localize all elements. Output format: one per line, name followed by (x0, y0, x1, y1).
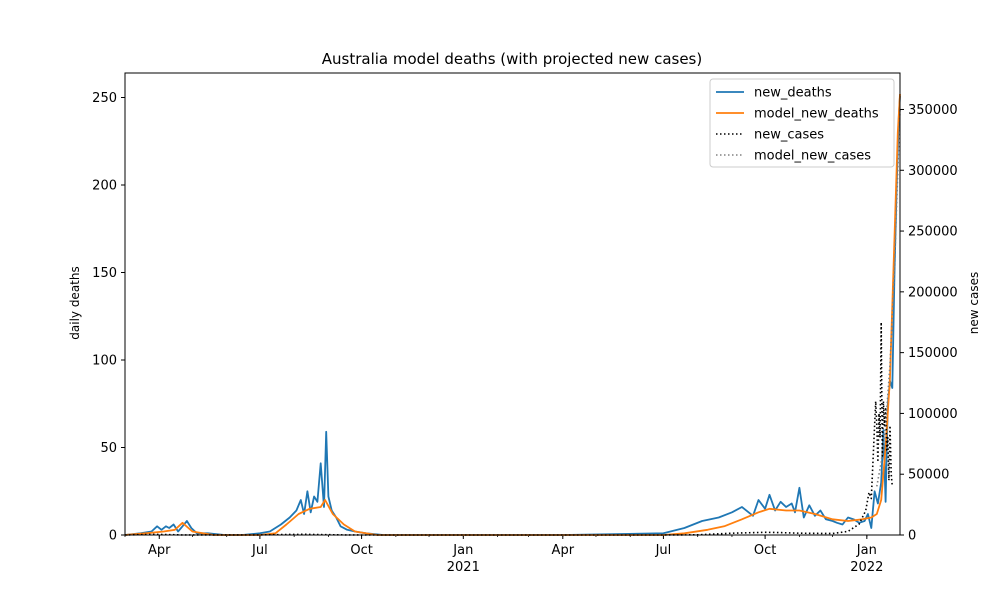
y2-tick-label: 50000 (908, 468, 949, 483)
chart-title: Australia model deaths (with projected n… (322, 50, 702, 68)
x-tick-label: Jan (452, 543, 473, 558)
y2-tick-label: 300000 (908, 164, 958, 179)
y2-tick-label: 350000 (908, 103, 958, 118)
y2-tick-label: 100000 (908, 407, 958, 422)
series-line-model-new-cases (876, 109, 901, 487)
y2-axis-ticks: 0 50000 100000 150000 200000 250000 300000 3500… (900, 103, 958, 544)
x-tick-year-label: 2022 (850, 560, 883, 575)
y-tick-label: 100 (92, 354, 117, 369)
y-tick-label: 0 (109, 529, 117, 544)
y-tick-label: 50 (100, 441, 117, 456)
x-tick-label: Jul (251, 543, 268, 558)
x-axis-ticks: Apr Jul Oct Jan 2021 Apr Jul Oct Jan 2022 (124, 535, 883, 575)
plot-frame (124, 72, 901, 536)
x-tick-label: Jan (856, 543, 877, 558)
x-tick-label: Jul (655, 543, 672, 558)
y-axis-label: daily deaths (68, 266, 82, 339)
x-tick-label: Apr (148, 543, 171, 558)
y2-tick-label: 0 (908, 529, 916, 544)
y2-tick-label: 200000 (908, 285, 958, 300)
legend-label: model_new_deaths (754, 107, 879, 122)
x-tick-label: Oct (350, 543, 372, 558)
y-axis-ticks: 0 50 100 150 200 250 (92, 91, 125, 544)
x-tick-label: Apr (552, 543, 575, 558)
legend-label: new_deaths (754, 86, 832, 101)
x-tick-year-label: 2021 (447, 560, 480, 575)
y-tick-label: 200 (92, 179, 117, 194)
y2-tick-label: 150000 (908, 346, 958, 361)
x-tick-label: Oct (754, 543, 776, 558)
legend-label: new_cases (754, 128, 824, 143)
y-tick-label: 250 (92, 91, 117, 106)
series-line-new-cases (124, 321, 894, 536)
legend-box (709, 78, 895, 168)
y-tick-label: 150 (92, 266, 117, 281)
y2-tick-label: 250000 (908, 225, 958, 240)
legend: new_deaths model_new_deaths new_casesmodel… (709, 78, 895, 168)
legend-label: model_new_cases (754, 149, 871, 164)
y2-axis-label: new cases (967, 272, 981, 334)
